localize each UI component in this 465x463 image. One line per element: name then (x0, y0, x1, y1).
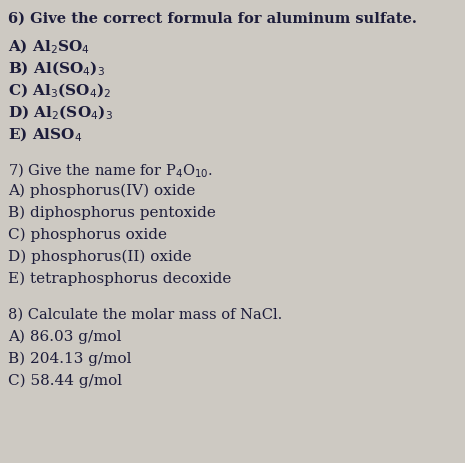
Text: A) phosphorus(IV) oxide: A) phosphorus(IV) oxide (8, 184, 195, 198)
Text: E) tetraphosphorus decoxide: E) tetraphosphorus decoxide (8, 272, 232, 287)
Text: D) Al$_2$(SO$_4$)$_3$: D) Al$_2$(SO$_4$)$_3$ (8, 104, 113, 122)
Text: B) diphosphorus pentoxide: B) diphosphorus pentoxide (8, 206, 216, 220)
Text: 6) Give the correct formula for aluminum sulfate.: 6) Give the correct formula for aluminum… (8, 12, 417, 26)
Text: B) 204.13 g/mol: B) 204.13 g/mol (8, 352, 132, 366)
Text: A) 86.03 g/mol: A) 86.03 g/mol (8, 330, 121, 344)
Text: D) phosphorus(II) oxide: D) phosphorus(II) oxide (8, 250, 192, 264)
Text: C) Al$_3$(SO$_4$)$_2$: C) Al$_3$(SO$_4$)$_2$ (8, 82, 112, 100)
Text: 8) Calculate the molar mass of NaCl.: 8) Calculate the molar mass of NaCl. (8, 308, 282, 322)
Text: C) phosphorus oxide: C) phosphorus oxide (8, 228, 167, 243)
Text: B) Al(SO$_4$)$_3$: B) Al(SO$_4$)$_3$ (8, 60, 105, 78)
Text: C) 58.44 g/mol: C) 58.44 g/mol (8, 374, 122, 388)
Text: E) AlSO$_4$: E) AlSO$_4$ (8, 126, 82, 144)
Text: A) Al$_2$SO$_4$: A) Al$_2$SO$_4$ (8, 38, 90, 56)
Text: 7) Give the name for P$_4$O$_{10}$.: 7) Give the name for P$_4$O$_{10}$. (8, 162, 213, 181)
